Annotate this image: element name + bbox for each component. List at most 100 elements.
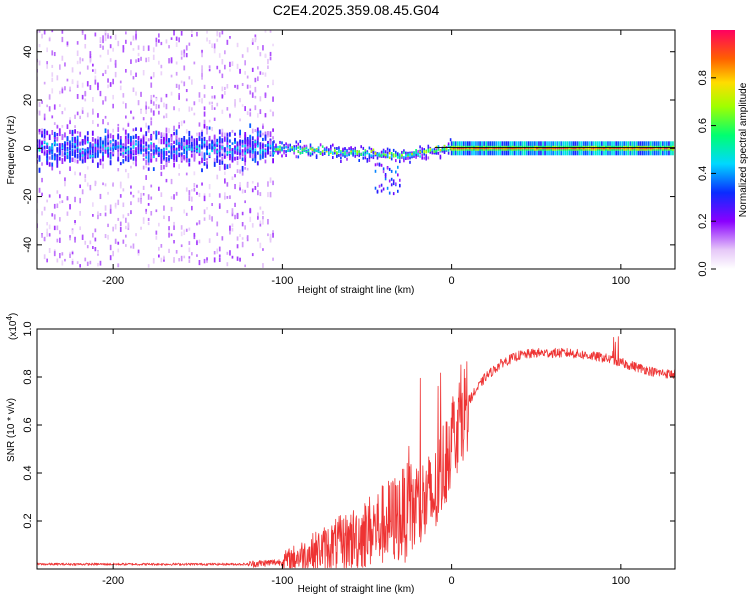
heatmap-cell-460 bbox=[94, 228, 97, 233]
heatmap-cell-961 bbox=[158, 254, 160, 258]
heatmap-cell-2340 bbox=[443, 149, 446, 153]
heatmap-cell-2165 bbox=[382, 152, 385, 156]
snr-scale-label: (x104) bbox=[5, 313, 19, 340]
heatmap-cell-892 bbox=[147, 151, 150, 155]
heatmap-cell-579 bbox=[107, 146, 109, 150]
heatmap-cell-2478 bbox=[530, 147, 532, 150]
heatmap-cell-1485 bbox=[224, 86, 226, 90]
heatmap-cell-957 bbox=[155, 146, 158, 152]
heatmap-cell-2305 bbox=[429, 150, 432, 154]
heatmap-cell-2072 bbox=[350, 148, 352, 152]
heatmap-cell-1921 bbox=[289, 143, 291, 147]
colorbar-tick-label-4: 0.8 bbox=[697, 70, 709, 85]
heatmap-cell-958 bbox=[155, 150, 158, 153]
heatmap-cell-864 bbox=[145, 175, 147, 180]
heatmap-cell-443 bbox=[92, 202, 94, 207]
heatmap-cell-1986 bbox=[315, 156, 318, 159]
heatmap-cell-900 bbox=[150, 99, 153, 104]
heatmap-cell-1932 bbox=[293, 151, 295, 155]
heatmap-cell-1602 bbox=[239, 234, 241, 237]
heatmap-cell-1184 bbox=[185, 89, 188, 93]
heatmap-cell-1423 bbox=[216, 33, 219, 37]
heatmap-cell-1453 bbox=[218, 129, 221, 135]
heatmap-cell-805 bbox=[137, 58, 140, 63]
heatmap-cell-1883 bbox=[273, 151, 275, 155]
heatmap-cell-2120 bbox=[370, 147, 373, 151]
heatmap-cell-800 bbox=[137, 190, 140, 194]
heatmap-cell-2135 bbox=[374, 186, 377, 190]
heatmap-cell-1635 bbox=[241, 157, 244, 161]
heatmap-cell-2361 bbox=[450, 147, 453, 150]
heatmap-cell-1115 bbox=[175, 138, 178, 144]
heatmap-cell-1825 bbox=[267, 65, 269, 69]
heatmap-cell-1517 bbox=[226, 137, 229, 143]
heatmap-cell-845 bbox=[142, 70, 145, 76]
heatmap-cell-2466 bbox=[521, 147, 524, 150]
heatmap-cell-2223 bbox=[397, 189, 399, 193]
heatmap-cell-494 bbox=[97, 162, 99, 168]
heatmap-cell-135 bbox=[51, 148, 54, 155]
heatmap-cell-1861 bbox=[272, 230, 274, 235]
heatmap-cell-1617 bbox=[239, 141, 241, 146]
heatmap-cell-2628 bbox=[631, 147, 634, 150]
heatmap-cell-1309 bbox=[201, 98, 203, 104]
heatmap-cell-2463 bbox=[519, 147, 522, 150]
heatmap-cell-1533 bbox=[229, 132, 231, 137]
heatmap-cell-2049 bbox=[340, 151, 342, 154]
heatmap-cell-1807 bbox=[264, 53, 267, 58]
heatmap-cell-2245 bbox=[405, 157, 407, 160]
heatmap-cell-839 bbox=[140, 151, 142, 155]
heatmap-cell-907 bbox=[150, 211, 153, 216]
heatmap-cell-1140 bbox=[180, 225, 183, 230]
heatmap-cell-1692 bbox=[249, 123, 252, 128]
heatmap-cell-1182 bbox=[185, 187, 188, 192]
spectrogram-x-tick-label-0: -200 bbox=[102, 275, 124, 287]
heatmap-cell-1023 bbox=[165, 39, 168, 44]
heatmap-cell-1445 bbox=[218, 203, 221, 206]
heatmap-cell-2568 bbox=[590, 147, 593, 150]
heatmap-cell-544 bbox=[104, 234, 107, 239]
heatmap-cell-1650 bbox=[244, 137, 247, 143]
snr-x-tick-label-3: 100 bbox=[612, 575, 630, 587]
snr-panel: -200 -100 0 100 0.20.40.60.81.0 Height of s… bbox=[5, 313, 676, 595]
heatmap-cell-1645 bbox=[244, 162, 246, 166]
heatmap-cell-639 bbox=[114, 146, 117, 149]
heatmap-cell-1711 bbox=[251, 157, 254, 162]
heatmap-cell-2430 bbox=[497, 147, 500, 150]
heatmap-cell-416 bbox=[86, 149, 89, 155]
heatmap-cell-673 bbox=[119, 152, 122, 156]
heatmap-cell-1159 bbox=[180, 152, 183, 155]
heatmap-cell-1719 bbox=[251, 149, 254, 153]
heatmap-cell-2061 bbox=[346, 151, 348, 155]
heatmap-cell-1598 bbox=[236, 146, 239, 149]
heatmap-cell-1558 bbox=[231, 142, 234, 145]
heatmap-cell-2329 bbox=[439, 154, 442, 158]
heatmap-cell-1148 bbox=[180, 244, 183, 248]
heatmap-cell-2110 bbox=[366, 158, 369, 161]
heatmap-cell-993 bbox=[160, 138, 163, 145]
heatmap-cell-646 bbox=[117, 199, 120, 206]
heatmap-cell-1756 bbox=[256, 131, 259, 137]
heatmap-cell-2175 bbox=[384, 173, 387, 176]
heatmap-cell-1824 bbox=[267, 233, 269, 237]
heatmap-cell-1846 bbox=[269, 177, 272, 183]
heatmap-cell-1109 bbox=[175, 191, 178, 196]
heatmap-cell-1547 bbox=[231, 212, 234, 217]
heatmap-cell-1359 bbox=[206, 146, 208, 149]
heatmap-cell-1607 bbox=[239, 118, 241, 122]
spectrogram-heatmap bbox=[37, 30, 675, 268]
heatmap-cell-1340 bbox=[206, 30, 208, 34]
heatmap-cell-481 bbox=[97, 214, 99, 220]
colorbar-tick-label-0: 0.0 bbox=[697, 261, 709, 276]
heatmap-cell-2094 bbox=[358, 150, 360, 153]
snr-scale-prefix: (x10 bbox=[8, 320, 19, 340]
heatmap-cell-846 bbox=[142, 185, 145, 190]
heatmap-cell-1360 bbox=[208, 238, 211, 243]
spectrogram-x-tick-label-3: 100 bbox=[612, 275, 630, 287]
heatmap-cell-314 bbox=[74, 137, 76, 142]
heatmap-cell-2271 bbox=[415, 153, 417, 157]
heatmap-cell-1788 bbox=[262, 210, 264, 215]
heatmap-cell-918 bbox=[150, 149, 153, 152]
heatmap-cell-582 bbox=[109, 204, 112, 209]
